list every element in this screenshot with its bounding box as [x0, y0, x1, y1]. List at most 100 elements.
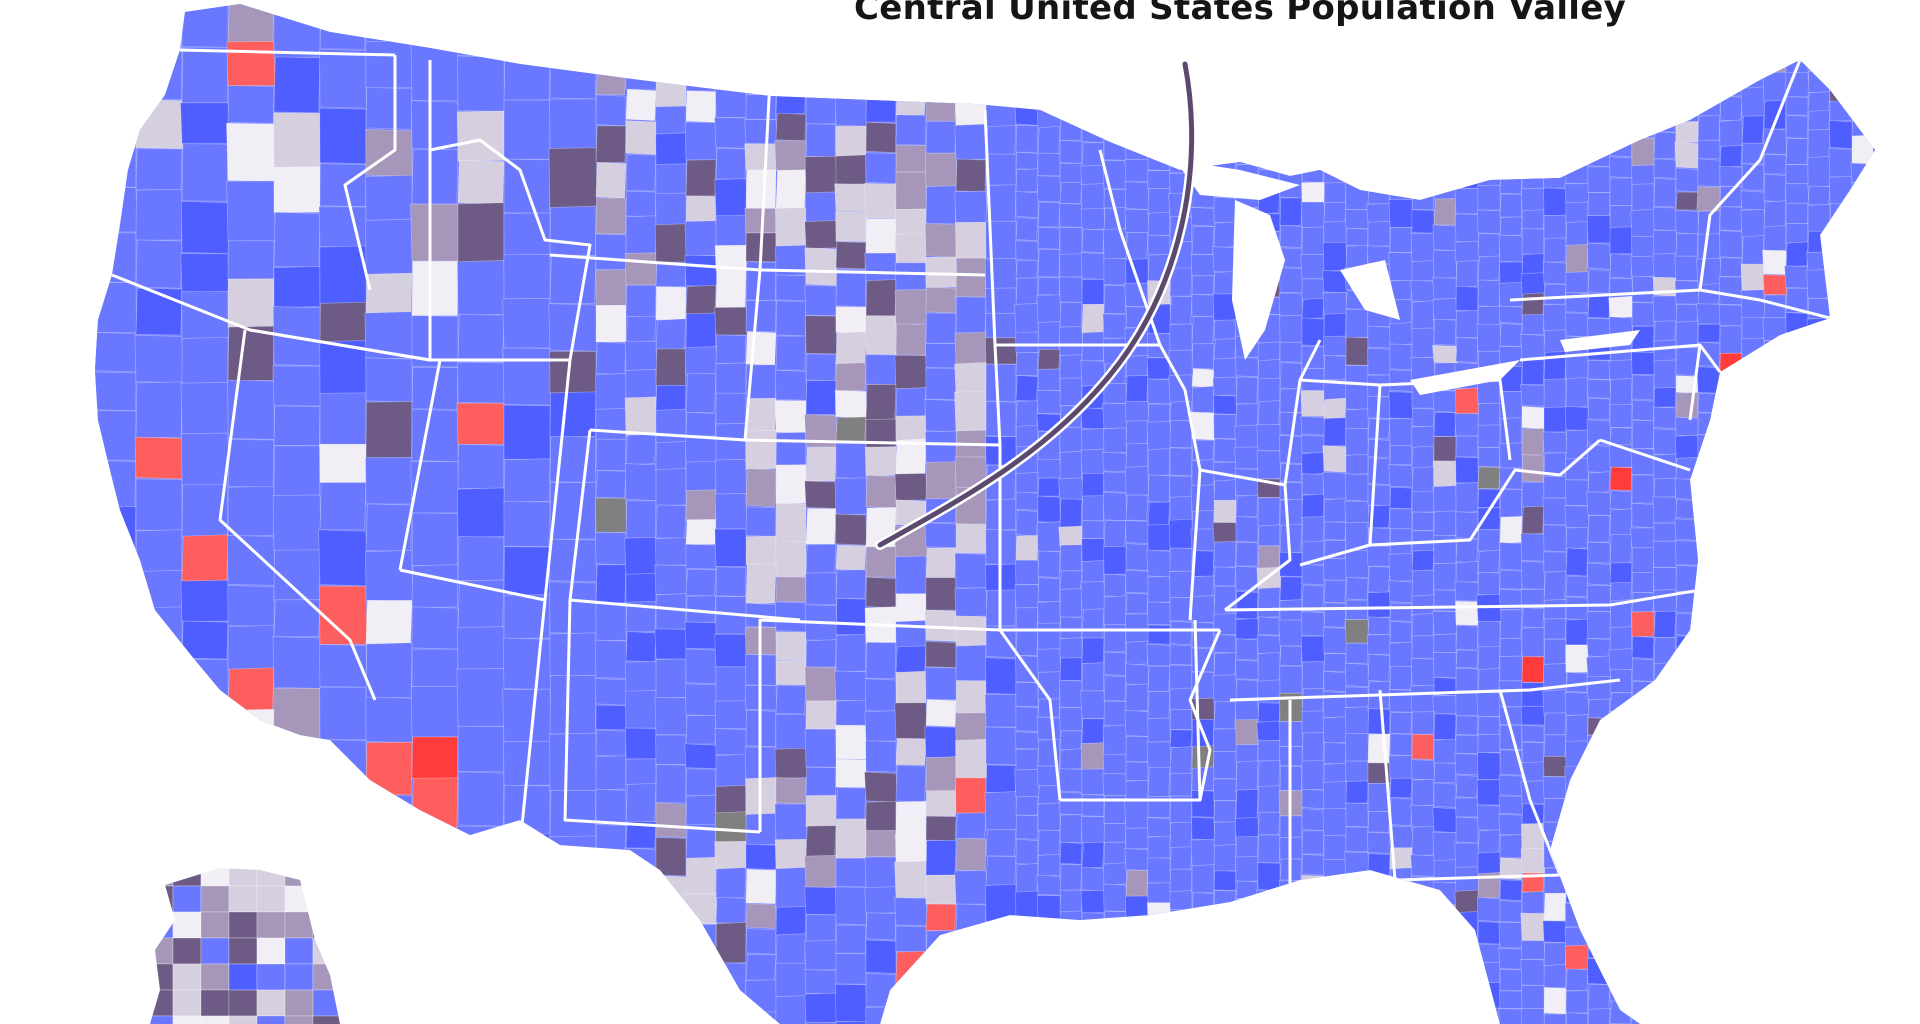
county	[1807, 4, 1831, 27]
county	[1499, 542, 1523, 571]
county	[1608, 295, 1634, 319]
county	[1169, 295, 1193, 325]
alaska-county	[200, 1015, 230, 1024]
county	[549, 732, 597, 792]
county	[775, 684, 807, 715]
county	[1147, 501, 1171, 526]
county	[1807, 538, 1831, 560]
county	[1587, 934, 1611, 959]
state-border	[179, 48, 396, 57]
county	[1081, 560, 1105, 584]
county	[1829, 899, 1853, 926]
county	[1741, 884, 1765, 905]
county	[1586, 585, 1612, 612]
county	[1586, 735, 1612, 761]
county	[714, 811, 748, 844]
county	[1168, 985, 1194, 1005]
county	[1653, 522, 1677, 542]
county	[864, 856, 898, 889]
county	[1608, 925, 1634, 949]
county	[985, 124, 1017, 156]
county	[1785, 867, 1809, 893]
county	[1630, 94, 1656, 117]
county	[1609, 973, 1633, 1003]
county	[1389, 797, 1413, 827]
county	[985, 855, 1017, 886]
county	[1565, 353, 1589, 381]
county	[654, 942, 688, 981]
county	[1103, 911, 1127, 939]
county	[1785, 940, 1809, 964]
county	[1608, 798, 1634, 826]
county	[1103, 545, 1127, 575]
county	[1873, 968, 1875, 992]
county	[1718, 857, 1744, 886]
county	[1125, 465, 1149, 497]
county	[775, 112, 807, 142]
county	[1631, 399, 1655, 422]
county	[1872, 51, 1875, 77]
county	[1190, 970, 1216, 993]
county	[226, 762, 276, 809]
county	[1015, 168, 1039, 193]
county	[1872, 943, 1875, 972]
county	[1807, 155, 1831, 188]
county	[1653, 359, 1677, 390]
county	[625, 631, 657, 663]
county	[1455, 816, 1479, 844]
county	[1609, 626, 1633, 652]
county	[775, 464, 807, 504]
county	[625, 727, 657, 760]
county	[865, 121, 897, 153]
county	[1301, 899, 1325, 920]
county	[745, 429, 777, 470]
county	[181, 432, 229, 486]
county	[1763, 917, 1787, 941]
county	[715, 53, 747, 83]
county	[1212, 117, 1238, 149]
county	[1652, 745, 1678, 767]
county	[1543, 734, 1567, 757]
county	[1367, 998, 1391, 1024]
county	[1873, 120, 1875, 142]
state-border	[1224, 588, 1701, 612]
county	[1477, 1007, 1501, 1024]
county	[1014, 303, 1040, 335]
county	[1872, 431, 1875, 452]
county	[1807, 941, 1831, 969]
county	[1213, 438, 1237, 463]
county	[1014, 1002, 1040, 1024]
county	[1411, 825, 1435, 857]
alaska-county	[284, 1015, 314, 1024]
county	[1498, 1008, 1524, 1024]
county	[1146, 643, 1172, 667]
county	[1521, 454, 1545, 483]
county	[1455, 285, 1479, 312]
county	[1521, 682, 1545, 707]
county	[1059, 203, 1083, 228]
county	[1191, 226, 1215, 255]
county	[273, 266, 321, 309]
county	[1147, 474, 1171, 503]
county	[1564, 26, 1590, 51]
county	[1763, 713, 1787, 733]
county	[1323, 25, 1347, 50]
county	[1719, 325, 1743, 354]
state-border	[1188, 629, 1222, 801]
county	[1586, 637, 1612, 658]
county	[924, 26, 958, 55]
county	[955, 903, 987, 943]
county	[1081, 794, 1105, 817]
county	[1059, 39, 1083, 70]
county	[1081, 228, 1105, 253]
county	[1499, 724, 1523, 750]
county	[1543, 942, 1567, 966]
county	[1718, 761, 1744, 788]
county	[1630, 872, 1656, 891]
county	[1587, 379, 1611, 399]
county	[1631, 725, 1655, 748]
county	[1059, 889, 1083, 913]
county	[1477, 645, 1501, 671]
county	[925, 993, 957, 1024]
county	[1389, 665, 1413, 690]
